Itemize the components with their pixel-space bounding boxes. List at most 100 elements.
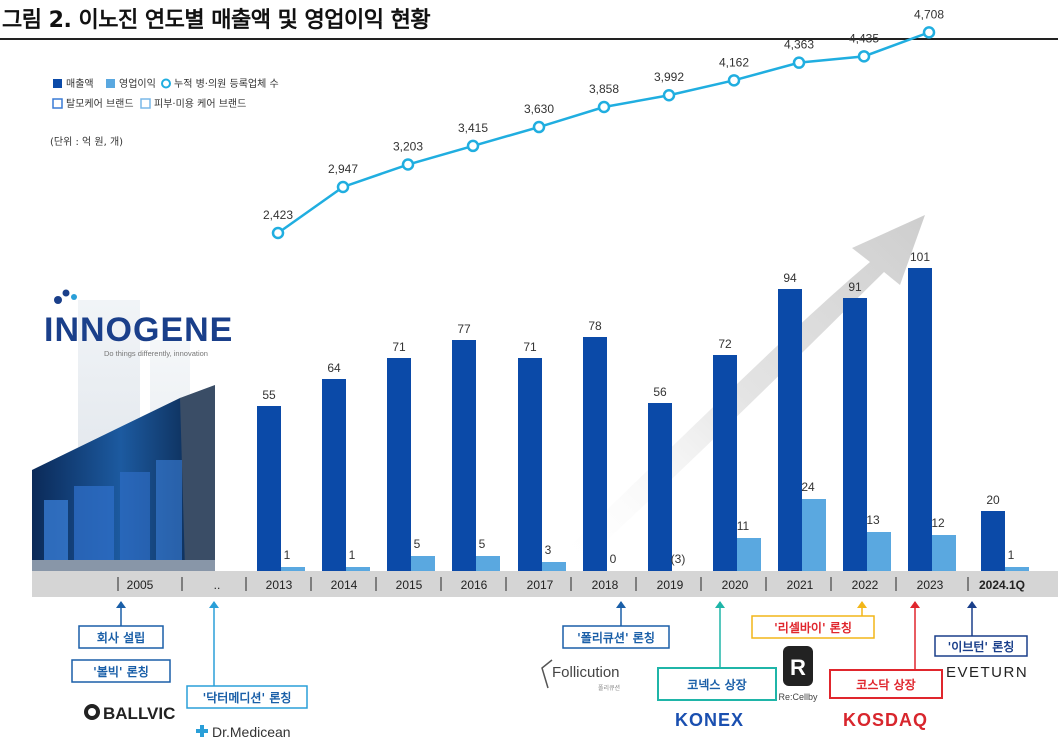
clinics-label-2021: 4,363 <box>784 38 814 52</box>
revenue-label-2023: 101 <box>910 250 930 264</box>
clinics-point-2019 <box>662 88 676 102</box>
legend-swatch-clinics <box>161 78 171 89</box>
growth-arrow-icon <box>555 215 925 565</box>
revenue-label-2017: 71 <box>523 340 537 354</box>
clinics-point-2022 <box>857 50 871 63</box>
revenue-label-2022: 91 <box>848 280 862 294</box>
legend-swatch-hair-brand <box>52 98 63 109</box>
op-income-label-2014: 1 <box>349 548 356 562</box>
op-income-bar-2021 <box>802 499 826 571</box>
brand-eveturn: EVETURN <box>946 664 1028 681</box>
legend-swatch-op-income <box>106 79 115 88</box>
event-box-konex <box>657 667 777 701</box>
clinics-point-2020 <box>727 74 741 87</box>
clinics-label-2015: 3,203 <box>393 140 423 154</box>
revenue-label-2015: 71 <box>392 340 406 354</box>
title-rule <box>0 38 1058 40</box>
op-income-bar-2015 <box>411 556 435 571</box>
x-tick-2005: 2005 <box>127 578 154 592</box>
svg-text:R: R <box>790 655 806 680</box>
logo-dot-icon-2 <box>62 289 70 297</box>
x-tick-..: .. <box>214 578 221 592</box>
event-box-eveturn <box>934 635 1028 657</box>
revenue-bar-2019 <box>648 403 672 571</box>
op-income-label-2015: 5 <box>414 537 421 551</box>
event-konex-listing: 코넥스 상장 <box>687 677 746 692</box>
op-income-label-2018: 0 <box>610 552 617 566</box>
revenue-label-2018: 78 <box>588 319 602 333</box>
op-income-label-2013: 1 <box>284 548 291 562</box>
x-tick-2023: 2023 <box>917 578 944 592</box>
revenue-bar-2018 <box>583 337 607 571</box>
revenue-label-2020: 72 <box>718 337 732 351</box>
brand-konex: KONEX <box>675 710 744 730</box>
op-income-label-2023: 12 <box>931 516 945 530</box>
revenue-bar-2024.1Q <box>981 511 1005 571</box>
revenue-label-2016: 77 <box>457 322 471 336</box>
logo-dot-icon-3 <box>71 294 77 300</box>
op-income-label-2017: 3 <box>545 543 552 557</box>
x-tick-2022: 2022 <box>852 578 879 592</box>
up-arrow-icon <box>616 601 626 608</box>
up-arrow-icon <box>116 601 126 608</box>
unit-label: (단위 : 억 원, 개) <box>50 135 123 148</box>
revenue-bar-2016 <box>452 340 476 571</box>
x-tick-2013: 2013 <box>266 578 293 592</box>
clinics-point-2021 <box>792 56 806 69</box>
event-eveturn-launch: '이브턴' 론칭 <box>948 639 1015 654</box>
clinics-point-2014 <box>336 180 350 194</box>
line-layer: 2,423 2,947 3,203 3,415 3,630 3,858 3,992 4,162… <box>263 7 944 240</box>
revenue-bar-2020 <box>713 355 737 571</box>
recellby-logo-icon <box>783 646 813 686</box>
legend-label-skin-brand: 피부·미용 케어 브랜드 <box>154 98 246 110</box>
revenue-bar-2021 <box>778 289 802 571</box>
clinics-label-2022: 4,435 <box>849 31 879 45</box>
op-income-label-2022: 13 <box>866 513 880 527</box>
op-income-bar-2022 <box>867 532 891 571</box>
legend-label-hair-brand: 탈모케어 브랜드 <box>66 97 134 110</box>
op-income-label-2020: 11 <box>737 519 750 533</box>
event-kosdaq-listing: 코스닥 상장 <box>856 677 915 692</box>
clinics-label-2019: 3,992 <box>654 70 684 84</box>
storefront-image <box>32 385 215 572</box>
revenue-bar-2015 <box>387 358 411 571</box>
clinics-point-2013 <box>271 226 285 240</box>
legend: 매출액 영업이익 누적 병·의원 등록업체 수 탈모케어 브랜드 피부·미용 케… <box>50 77 279 148</box>
clinics-label-2020: 4,162 <box>719 55 749 69</box>
x-tick-2018: 2018 <box>592 578 619 592</box>
logo-wordmark: INNOGENE <box>44 311 233 349</box>
clinics-label-2023: 4,708 <box>914 7 944 21</box>
event-founded: 회사 설립 <box>97 630 145 645</box>
clinics-label-2013: 2,423 <box>263 208 293 222</box>
event-box-ballvic <box>71 659 171 683</box>
revenue-bar-2013 <box>257 406 281 571</box>
revenue-bar-2022 <box>843 298 867 571</box>
clinics-point-2023 <box>922 26 936 39</box>
bars-layer: 55164171577571378056(3)72119424911310112… <box>257 250 1029 571</box>
clinics-label-2017: 3,630 <box>524 102 554 116</box>
legend-label-revenue: 매출액 <box>66 78 94 90</box>
revenue-label-2019: 56 <box>653 385 667 399</box>
op-income-bar-2020 <box>737 538 761 571</box>
x-axis-band <box>32 571 1058 597</box>
innogene-logo: INNOGENE Do things differently, innovati… <box>44 289 233 358</box>
x-tick-2024.1Q: 2024.1Q <box>979 578 1025 592</box>
x-tick-2020: 2020 <box>722 578 749 592</box>
revenue-bar-2014 <box>322 379 346 571</box>
legend-swatch-revenue <box>53 79 62 88</box>
revenue-bar-2023 <box>908 268 932 571</box>
up-arrow-icon <box>910 601 920 608</box>
up-arrow-icon <box>715 601 725 608</box>
x-axis: 2005.. 2013 2014 2015 2016 2017 2018 2019 2020 20… <box>117 577 1025 592</box>
revenue-label-2021: 94 <box>783 271 797 285</box>
revenue-bar-2017 <box>518 358 542 571</box>
x-tick-2015: 2015 <box>396 578 423 592</box>
event-box-drmedicean <box>186 685 308 709</box>
event-box-kosdaq <box>829 669 943 699</box>
x-tick-2016: 2016 <box>461 578 488 592</box>
brand-follicution-sub: 폴리큐션 <box>598 684 620 692</box>
clinics-point-2018 <box>597 100 611 114</box>
logo-tagline: Do things differently, innovation <box>104 349 208 358</box>
op-income-bar-2017 <box>542 562 566 571</box>
event-ballvic-launch: '볼빅' 론칭 <box>93 664 149 679</box>
